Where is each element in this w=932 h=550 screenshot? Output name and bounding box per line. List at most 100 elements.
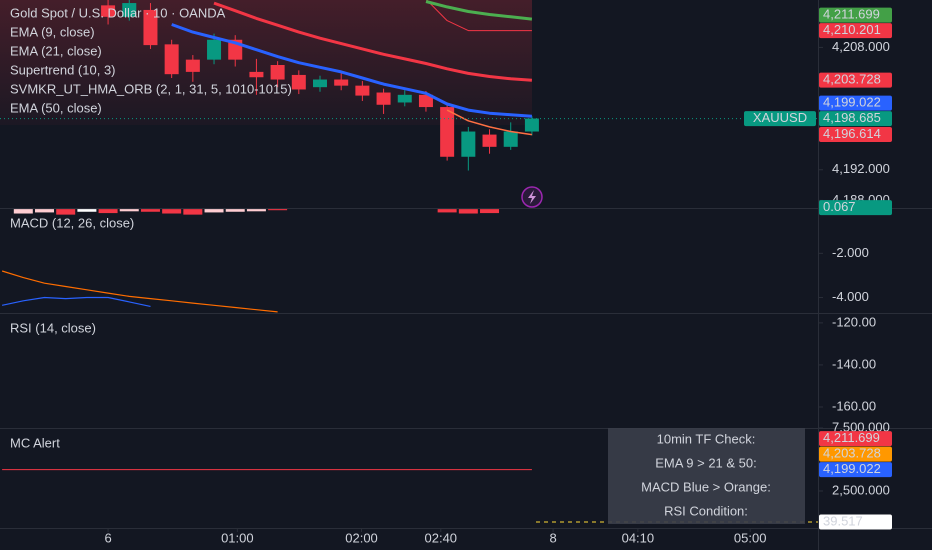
price-badge-label: 4,203.728 (823, 446, 881, 461)
legend-entry: Gold Spot / U.S. Dollar · 10 · OANDA (10, 5, 226, 20)
y-tick-label: -140.00 (832, 356, 876, 371)
y-tick-label: 7,500.000 (832, 419, 890, 434)
price-badge-label: 4,211.699 (823, 430, 880, 445)
histogram-bar (119, 209, 139, 212)
price-badge (819, 446, 892, 462)
panel (101, 0, 539, 171)
histogram-bar (35, 209, 55, 213)
candle-body (334, 79, 349, 86)
candle-body (207, 39, 222, 60)
panel-title: RSI (14, close) (10, 320, 96, 335)
candle-body (249, 71, 264, 78)
candle-body (503, 131, 518, 147)
candle-body (440, 107, 455, 157)
candle-body (185, 59, 200, 72)
status-row: 10min TF Check: (657, 431, 756, 446)
legend-entry: EMA (9, close) (10, 24, 95, 39)
y-tick-label: -120.00 (832, 314, 876, 329)
y-tick-label: -4.000 (832, 289, 869, 304)
status-row: EMA 9 > 21 & 50: (655, 455, 757, 470)
legend-entry: SVMKR_UT_HMA_ORB (2, 1, 31, 5, 1010-1015… (10, 81, 292, 96)
price-badge (819, 95, 892, 111)
legend-entry: Supertrend (10, 3) (10, 62, 116, 77)
status-row: MACD Blue > Orange: (641, 479, 771, 494)
price-badge-label: 4,196.614 (823, 126, 881, 141)
candle-body (101, 5, 116, 17)
price-badge (819, 126, 892, 142)
price-badge-label: 0.067 (823, 199, 856, 214)
candle-body (270, 65, 285, 80)
price-badge (819, 462, 892, 478)
symbol-tag-bg (744, 111, 816, 127)
price-badge (819, 514, 892, 530)
price-badge (819, 431, 892, 447)
series-line (446, 109, 533, 136)
alert-icon[interactable] (521, 186, 543, 208)
candle-body (164, 44, 179, 75)
price-badge (819, 111, 892, 127)
histogram-bar (98, 209, 118, 214)
price-badge-label: 4,211.699 (823, 7, 880, 22)
x-tick-label: 8 (549, 530, 556, 545)
y-tick-label: 2,500.000 (832, 482, 890, 497)
panel (1, 209, 500, 313)
histogram-bar (437, 209, 457, 213)
x-tick-label: 6 (104, 530, 111, 545)
x-tick-label: 02:40 (425, 530, 458, 545)
x-tick-label: 02:00 (345, 530, 378, 545)
price-badge-label: 39.517 (823, 513, 863, 528)
histogram-bar (268, 209, 288, 211)
price-badge (819, 7, 892, 23)
histogram-bar (13, 209, 33, 214)
panel-title: MACD (12, 26, close) (10, 215, 134, 230)
histogram-bar (246, 209, 266, 212)
candle-body (291, 74, 306, 90)
status-row: RSI Condition: (664, 503, 748, 518)
y-tick-label: 4,192.000 (832, 161, 890, 176)
price-badge-label: 4,210.201 (823, 22, 881, 37)
histogram-bar (77, 209, 97, 212)
candle-body (482, 134, 497, 147)
series-line (426, 0, 532, 32)
price-badge (819, 23, 892, 39)
y-tick-label: -160.00 (832, 398, 876, 413)
candle-body (312, 79, 327, 88)
histogram-bar (183, 209, 203, 215)
candle-body (418, 94, 433, 108)
series-line (1, 296, 151, 307)
candle-body (376, 92, 391, 105)
series-line (213, 1, 533, 82)
histogram-bar (458, 209, 478, 214)
histogram-bar (480, 209, 500, 214)
candle-body (143, 9, 158, 46)
y-tick-label: -2.000 (832, 245, 869, 260)
x-tick-label: 01:00 (221, 530, 254, 545)
candle-body (461, 131, 476, 157)
series-line (425, 0, 533, 21)
price-badge-label: 4,203.728 (823, 72, 881, 87)
candle-body (122, 3, 137, 17)
panel-title: MC Alert (10, 435, 60, 450)
price-badge (819, 200, 892, 216)
legend-entry: EMA (50, close) (10, 100, 102, 115)
price-badge-label: 4,199.022 (823, 461, 881, 476)
x-tick-label: 05:00 (734, 530, 767, 545)
series-line (1, 270, 278, 313)
series-line (171, 23, 533, 118)
candle-body (524, 118, 539, 132)
histogram-bar (140, 209, 160, 212)
histogram-bar (162, 209, 182, 214)
status-table (608, 428, 805, 524)
candle-body (355, 85, 370, 96)
price-badge-label: 4,198.685 (823, 110, 881, 125)
symbol-tag: XAUUSD (753, 110, 807, 125)
candle-body (397, 94, 412, 103)
histogram-bar (56, 209, 76, 215)
price-badge-label: 4,199.022 (823, 95, 881, 110)
histogram-bar (204, 209, 224, 213)
price-badge (819, 72, 892, 88)
y-tick-label: 4,208.000 (832, 39, 890, 54)
